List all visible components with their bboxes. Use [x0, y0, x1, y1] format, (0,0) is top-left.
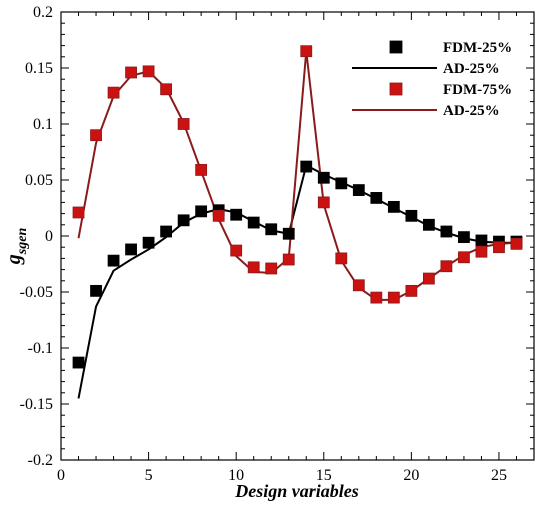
x-tick-label-5: 5 — [145, 467, 153, 484]
marker-fdm-75-3-pt23 — [458, 251, 470, 264]
marker-fdm-25-1-pt14 — [300, 160, 313, 173]
marker-fdm-25-1-pt6 — [160, 225, 173, 238]
marker-fdm-75-3-pt25 — [493, 241, 505, 254]
y-tick-label-2: -0.1 — [28, 340, 53, 357]
marker-fdm-75-3-pt8 — [195, 164, 208, 176]
marker-fdm-25-1-pt16 — [335, 177, 348, 190]
marker-fdm-75-3-pt10 — [230, 244, 243, 257]
marker-fdm-75-3-pt15 — [317, 196, 330, 209]
marker-fdm-75-3-pt12 — [265, 262, 278, 275]
marker-fdm-25-1-pt10 — [230, 208, 243, 221]
marker-fdm-75-3-pt22 — [440, 260, 453, 273]
marker-fdm-75-3-pt16 — [335, 252, 348, 265]
marker-fdm-75-3-pt21 — [422, 272, 435, 285]
marker-fdm-25-1-pt18 — [370, 192, 383, 204]
marker-fdm-25-1-pt12 — [265, 223, 278, 236]
marker-fdm-25-1-pt21 — [422, 218, 435, 231]
legend-symbol-fdm-25-1 — [389, 40, 403, 54]
x-tick-label-0: 0 — [57, 467, 65, 484]
marker-fdm-75-3-pt13 — [282, 253, 295, 266]
marker-fdm-75-3-pt14 — [300, 45, 313, 58]
x-tick-label-15: 15 — [316, 467, 332, 484]
marker-fdm-75-3-pt24 — [475, 245, 488, 258]
x-tick-label-10: 10 — [228, 467, 244, 484]
plot-area — [72, 45, 523, 399]
marker-fdm-75-3-pt20 — [405, 284, 418, 297]
marker-fdm-75-3-pt17 — [352, 279, 365, 292]
legend-label-ad-25-2: AD-25% — [443, 61, 500, 77]
y-tick-label-3: -0.05 — [20, 284, 53, 301]
y-tick-label-1: -0.15 — [20, 396, 53, 413]
marker-fdm-25-1-pt8 — [195, 205, 208, 218]
marker-fdm-75-3-pt18 — [370, 291, 383, 304]
marker-fdm-25-1-pt17 — [352, 184, 365, 196]
marker-fdm-25-1-pt3 — [107, 254, 120, 267]
marker-fdm-75-3-pt5 — [142, 65, 155, 78]
marker-fdm-25-1-pt2 — [90, 284, 102, 297]
marker-fdm-75-3-pt2 — [90, 129, 102, 142]
legend-symbol-fdm-75-3 — [389, 82, 403, 96]
marker-fdm-25-1-pt19 — [387, 200, 400, 213]
marker-fdm-75-3-pt11 — [247, 261, 260, 274]
marker-fdm-75-3-pt4 — [125, 66, 137, 79]
axis-labels: Design variables gsgen — [3, 228, 359, 501]
y-tick-label-4: 0 — [45, 228, 53, 245]
marker-fdm-75-3-pt19 — [387, 291, 400, 304]
marker-fdm-25-1-pt7 — [177, 214, 190, 227]
marker-fdm-25-1-pt15 — [317, 171, 330, 184]
marker-fdm-25-1-pt11 — [247, 216, 260, 229]
marker-fdm-75-3-pt6 — [160, 83, 173, 96]
marker-fdm-75-3-pt26 — [510, 237, 523, 250]
y-tick-label-7: 0.15 — [25, 60, 53, 77]
x-tick-label-25: 25 — [491, 467, 507, 484]
y-axis-title-main: g — [3, 254, 25, 265]
marker-fdm-25-1-pt23 — [458, 231, 470, 244]
legend-label-fdm-25-1: FDM-25% — [443, 40, 512, 56]
marker-fdm-75-3-pt7 — [177, 118, 190, 130]
marker-fdm-25-1-pt1 — [72, 356, 85, 369]
marker-fdm-25-1-pt22 — [440, 225, 453, 238]
x-tick-label-20: 20 — [403, 467, 419, 484]
marker-fdm-75-3-pt1 — [72, 206, 85, 219]
legend-label-fdm-75-3: FDM-75% — [443, 82, 512, 98]
legend: FDM-25% AD-25% FDM-75% AD-25% — [352, 40, 512, 119]
series-line-ad-25-2 — [77, 164, 517, 399]
marker-fdm-25-1-pt13 — [282, 227, 295, 240]
y-tick-label-8: 0.2 — [33, 4, 53, 21]
y-axis-title-sub: sgen — [15, 228, 30, 256]
y-tick-label-0: -0.2 — [28, 452, 53, 469]
marker-fdm-75-3-pt9 — [212, 209, 225, 222]
legend-label-ad-25-4: AD-25% — [443, 103, 500, 119]
svg-text:gsgen: gsgen — [3, 228, 30, 266]
y-tick-label-6: 0.1 — [33, 116, 53, 133]
y-tick-label-5: 0.05 — [25, 172, 53, 189]
marker-fdm-25-1-pt20 — [405, 209, 418, 222]
marker-fdm-75-3-pt3 — [107, 86, 120, 99]
marker-fdm-25-1-pt5 — [142, 236, 155, 249]
marker-fdm-25-1-pt4 — [125, 243, 137, 256]
axes: 0 5 10 15 20 25 -0.2 -0.15 -0.1 -0.05 0 0.05 0.1 0.15… — [20, 4, 535, 484]
y-axis-title: gsgen — [3, 228, 30, 266]
x-axis-title: Design variables — [234, 481, 359, 501]
marker-fdm-25-1-pt24 — [475, 234, 488, 247]
